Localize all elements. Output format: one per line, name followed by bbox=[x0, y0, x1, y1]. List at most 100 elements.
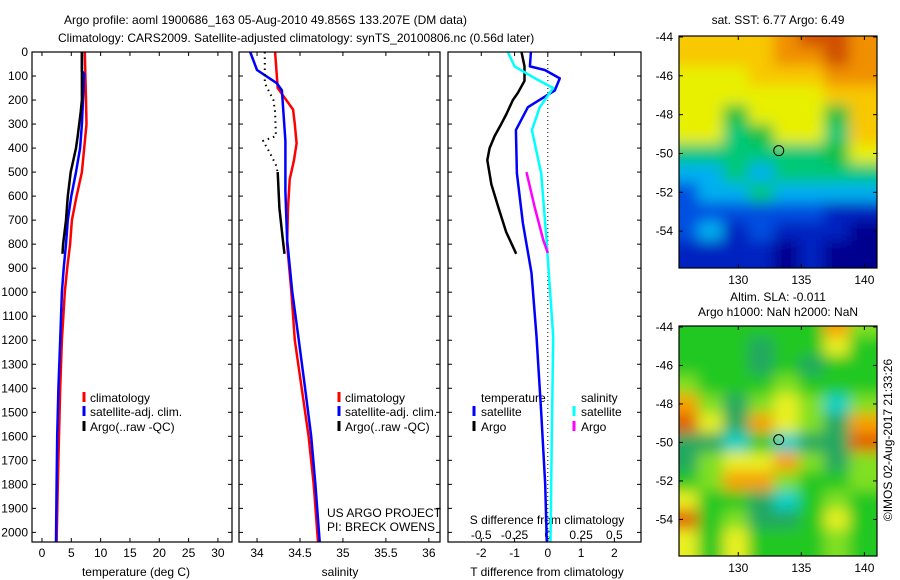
lat-tick-label: -54 bbox=[656, 224, 674, 238]
x-tick-label: 15 bbox=[123, 546, 137, 560]
map-cell bbox=[849, 413, 877, 434]
map-cell bbox=[824, 355, 850, 376]
map-cell bbox=[679, 104, 699, 125]
y-tick-label: 100 bbox=[8, 69, 28, 83]
map-cell bbox=[798, 375, 825, 395]
map-cell bbox=[773, 490, 800, 511]
x-tick-label: 35.5 bbox=[374, 546, 398, 560]
map-cell bbox=[773, 163, 800, 184]
map-cell bbox=[798, 143, 825, 164]
map-cell bbox=[824, 471, 850, 492]
s-tick-label: -0.5 bbox=[471, 528, 492, 542]
x-tick-label: 0 bbox=[544, 546, 551, 560]
series-argo bbox=[61, 52, 84, 254]
map-cell bbox=[798, 452, 825, 472]
map-cell bbox=[748, 182, 775, 203]
map-field bbox=[679, 36, 877, 268]
map-cell bbox=[723, 355, 749, 376]
map-cell bbox=[697, 104, 724, 125]
lat-tick-label: -44 bbox=[656, 320, 674, 334]
map-cell bbox=[697, 143, 724, 164]
map-cell bbox=[849, 143, 877, 164]
y-tick-label: 0 bbox=[21, 45, 28, 59]
map-cell bbox=[679, 355, 699, 376]
map-cell bbox=[679, 163, 699, 184]
y-tick-label: 1500 bbox=[1, 405, 28, 419]
map-cell bbox=[723, 46, 749, 67]
map-cell bbox=[679, 394, 699, 415]
map-cell bbox=[773, 375, 800, 395]
legend-climatology: climatology bbox=[345, 391, 405, 405]
map-cell bbox=[697, 375, 724, 395]
x-tick-label: 0 bbox=[39, 546, 46, 560]
map-cell bbox=[824, 66, 850, 87]
map-cell bbox=[679, 375, 699, 395]
axes-frame bbox=[31, 51, 233, 543]
series-s-argo bbox=[525, 171, 549, 254]
map-cell bbox=[697, 394, 724, 415]
x-tick-label: 1 bbox=[578, 546, 585, 560]
map-cell bbox=[679, 413, 699, 434]
project-credit: US ARGO PROJECT bbox=[327, 506, 442, 520]
map-cell bbox=[773, 124, 800, 145]
y-tick-label: 1700 bbox=[1, 453, 28, 467]
map-cell bbox=[824, 85, 850, 106]
map-cell bbox=[723, 490, 749, 511]
map-cell bbox=[773, 432, 800, 453]
map-cell bbox=[849, 471, 877, 492]
map-cell bbox=[849, 355, 877, 376]
y-tick-label: 1900 bbox=[1, 501, 28, 515]
y-tick-label: 300 bbox=[8, 117, 28, 131]
y-tick-label: 2000 bbox=[1, 525, 28, 539]
series-s-satellite bbox=[506, 51, 555, 543]
map-cell bbox=[824, 452, 850, 472]
map-cell bbox=[849, 221, 877, 242]
map-cell bbox=[679, 124, 699, 145]
map-cell bbox=[824, 326, 850, 338]
map-cell bbox=[849, 66, 877, 87]
legend-s-argo: Argo bbox=[581, 420, 607, 434]
map-cell bbox=[849, 36, 877, 48]
map-cell bbox=[748, 104, 775, 125]
map-cell bbox=[679, 143, 699, 164]
x-tick-label: 36 bbox=[422, 546, 436, 560]
map-cell bbox=[679, 471, 699, 492]
map-cell bbox=[798, 201, 825, 222]
map-cell bbox=[748, 452, 775, 472]
map-cell bbox=[723, 432, 749, 453]
difference-panel: -2 -1 0 1 2 -0.5 -0.25 0 0.25 0.5 bbox=[447, 51, 642, 560]
map-cell bbox=[748, 240, 775, 268]
map-cell bbox=[723, 452, 749, 472]
series-satellite-adj-clim- bbox=[249, 51, 321, 543]
map-cell bbox=[798, 471, 825, 492]
legend-t-satellite: satellite bbox=[481, 405, 522, 419]
lat-tick-label: -52 bbox=[656, 474, 674, 488]
map-cell bbox=[723, 143, 749, 164]
legend-climatology: climatology bbox=[90, 391, 150, 405]
difference-legend: temperature satellite Argo salinity sate… bbox=[481, 391, 622, 434]
x-tick-label: -1 bbox=[509, 546, 520, 560]
map-cell bbox=[773, 452, 800, 472]
s-tick-label: 0 bbox=[544, 528, 551, 542]
map-cell bbox=[697, 46, 724, 67]
salinity-legend: climatology satellite-adj. clim. Argo(..… bbox=[345, 391, 437, 434]
y-tick-label: 400 bbox=[8, 141, 28, 155]
map-cell bbox=[748, 394, 775, 415]
map-cell bbox=[849, 201, 877, 222]
map-cell bbox=[849, 163, 877, 184]
map-cell bbox=[773, 471, 800, 492]
sst_map: 130 135 140 -44 -46 -48 -50 -52 -54 bbox=[656, 30, 878, 287]
series-argo bbox=[276, 172, 286, 254]
map-cell bbox=[748, 509, 775, 530]
map-cell bbox=[798, 413, 825, 434]
argo-position-marker bbox=[773, 145, 785, 157]
map-cell bbox=[824, 394, 850, 415]
y-tick-label: 600 bbox=[8, 189, 28, 203]
lon-tick-label: 130 bbox=[728, 561, 748, 575]
map-cell bbox=[798, 124, 825, 145]
map-cell bbox=[773, 104, 800, 125]
map-cell bbox=[697, 36, 724, 48]
sla-map-subtitle: Argo h1000: NaN h2000: NaN bbox=[698, 305, 858, 319]
map-image bbox=[679, 36, 877, 268]
map-frame bbox=[678, 325, 878, 557]
